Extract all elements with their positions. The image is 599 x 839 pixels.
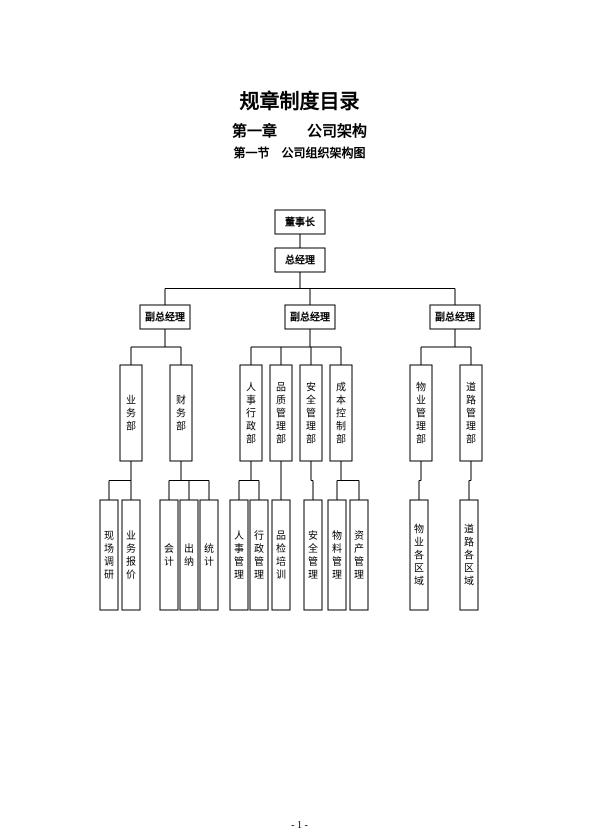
node-l_tongji: 统计 [200,500,218,610]
node-l_rsgl: 人事管理 [230,500,248,610]
svg-text:道路管理部: 道路管理部 [466,381,476,446]
svg-text:副总经理: 副总经理 [435,310,475,323]
node-d_prop: 物业管理部 [410,365,432,461]
node-d_fin: 财务部 [170,365,192,461]
svg-text:人事行政部: 人事行政部 [246,382,256,446]
svg-text:品质管理部: 品质管理部 [276,382,286,446]
node-dep1: 副总经理 [140,305,190,329]
svg-text:业务部: 业务部 [126,395,136,433]
node-l_chuna: 出纳 [180,500,198,610]
svg-text:副总经理: 副总经理 [145,310,185,323]
svg-text:道路各区域: 道路各区域 [464,523,474,588]
node-d_hr: 人事行政部 [240,365,262,461]
node-chair: 董事长 [275,210,325,234]
node-l_dlqy: 道路各区域 [460,500,478,610]
node-l_wlgl: 物料管理 [328,500,346,610]
svg-text:物业管理部: 物业管理部 [416,381,426,446]
node-l_aqgl: 安全管理 [304,500,322,610]
node-dep2: 副总经理 [285,305,335,329]
svg-text:安全管理部: 安全管理部 [306,381,316,446]
node-l_pjpx: 品检培训 [272,500,290,610]
node-d_road: 道路管理部 [460,365,482,461]
node-l_wyqy: 物业各区域 [410,500,428,610]
page-number: - 1 - [0,820,599,831]
node-dep3: 副总经理 [430,305,480,329]
node-l_kuaiji: 会计 [160,500,178,610]
node-d_safe: 安全管理部 [300,365,322,461]
svg-text:成本控制部: 成本控制部 [336,382,346,446]
node-d_cost: 成本控制部 [330,365,352,461]
node-gm: 总经理 [275,248,325,272]
node-l_baojia: 业务报价 [122,500,140,610]
svg-text:财务部: 财务部 [176,394,186,433]
node-l_zcgl: 资产管理 [350,500,368,610]
svg-text:物业各区域: 物业各区域 [414,523,424,588]
node-d_qc: 品质管理部 [270,365,292,461]
svg-text:副总经理: 副总经理 [290,310,330,323]
node-l_xzgl: 行政管理 [250,500,268,610]
svg-text:总经理: 总经理 [285,253,315,266]
page: 规章制度目录 第一章 公司架构 第一节 公司组织架构图 董事长总经理副总经理副总… [0,0,599,839]
org-chart: 董事长总经理副总经理 副总经理 副总经理业务部 财务部 人事行政部 品质管理部 安全管理部 成… [0,0,599,839]
node-l_diaoyan: 现场调研 [100,500,118,610]
node-d_biz: 业务部 [120,365,142,461]
svg-text:董事长: 董事长 [285,215,316,228]
